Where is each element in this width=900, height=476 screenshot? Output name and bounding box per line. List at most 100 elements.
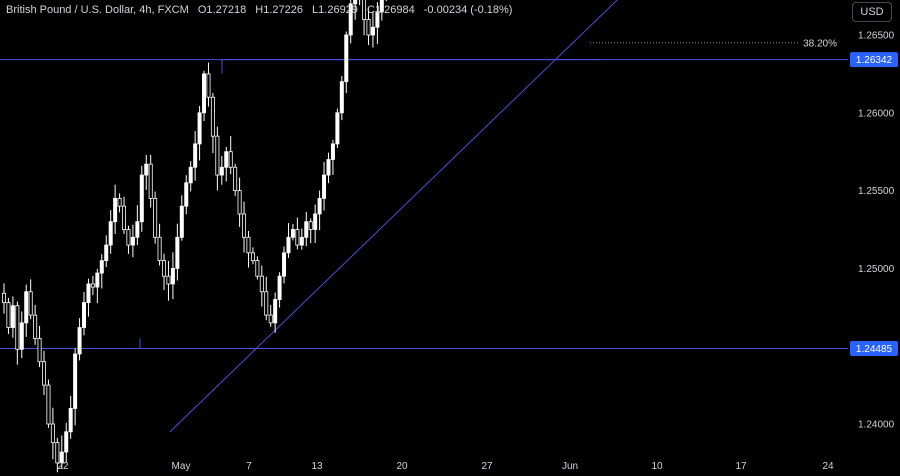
candle <box>197 105 202 161</box>
candle-body <box>6 302 11 328</box>
candle-body <box>46 384 51 425</box>
candle-body <box>193 143 198 168</box>
candle-body <box>68 408 73 433</box>
trend-line[interactable] <box>169 0 842 433</box>
candle <box>344 31 349 94</box>
candle <box>126 225 131 254</box>
candle <box>295 217 300 250</box>
candle <box>104 235 109 268</box>
time-tick-label: 17 <box>735 461 747 472</box>
time-tick-label: Jun <box>562 461 578 472</box>
candle <box>162 253 167 291</box>
candle-body <box>2 292 7 304</box>
candle-body <box>130 236 135 246</box>
candle <box>153 191 158 244</box>
candle-body <box>144 163 149 176</box>
candle-body <box>286 236 291 254</box>
candle-body <box>126 229 131 246</box>
candle-body <box>219 166 224 176</box>
level-price-label-text: 1.24485 <box>856 344 893 355</box>
candle <box>250 247 255 265</box>
candle <box>375 2 380 44</box>
candle <box>59 435 64 469</box>
candle <box>19 311 24 359</box>
candle-body <box>250 252 255 262</box>
candle <box>385 0 387 2</box>
price-axis[interactable]: 1.240001.245001.250001.255001.260001.265… <box>850 0 898 431</box>
candle <box>117 193 122 213</box>
candle <box>353 0 358 20</box>
candle-body <box>179 205 184 238</box>
candle <box>135 205 140 245</box>
candle-body <box>202 73 207 114</box>
candle-body <box>99 260 104 274</box>
candle-body <box>55 442 60 464</box>
candle-body <box>188 166 193 184</box>
candle-body <box>206 73 211 98</box>
candle <box>28 279 33 320</box>
candle-body <box>108 221 113 246</box>
high-label: H <box>255 4 264 16</box>
candle-body <box>215 135 220 176</box>
candle-body <box>339 81 344 114</box>
currency-button[interactable]: USD <box>852 2 892 22</box>
candle <box>322 161 327 211</box>
candles <box>2 0 387 473</box>
time-tick-label: 22 <box>57 461 69 472</box>
candle <box>308 218 313 244</box>
time-tick-label: 24 <box>822 461 834 472</box>
candle <box>37 325 42 368</box>
candle-body <box>117 197 122 207</box>
candle-body <box>153 197 158 238</box>
candle <box>82 291 87 336</box>
candle-body <box>42 361 47 386</box>
candle <box>188 161 193 192</box>
candle-body <box>259 275 264 293</box>
time-tick-label: 10 <box>651 461 663 472</box>
candle <box>366 7 371 46</box>
candle <box>184 175 189 215</box>
candle-body <box>313 213 318 230</box>
candle-body <box>210 96 215 137</box>
candle <box>215 126 220 191</box>
candle-body <box>242 213 247 238</box>
candle-body <box>64 431 69 453</box>
candle <box>95 268 100 304</box>
time-axis[interactable]: 22 May 7 13 20 27 Jun 10 17 24 <box>57 461 834 472</box>
symbol-title[interactable]: British Pound / U.S. Dollar, 4h, FXCM <box>6 4 189 16</box>
candle-body <box>375 11 380 28</box>
candle-body <box>335 112 340 145</box>
candle <box>277 272 282 308</box>
candle <box>362 0 367 36</box>
symbol-header: British Pound / U.S. Dollar, 4h, FXCM O1… <box>6 4 518 16</box>
candle-body <box>122 205 127 230</box>
candle <box>326 152 331 184</box>
candle <box>113 184 118 234</box>
price-tick-label: 1.24000 <box>858 420 895 431</box>
candle-body <box>166 275 171 285</box>
candle-body <box>299 236 304 246</box>
candle <box>348 0 353 44</box>
candle-body <box>170 267 175 285</box>
candle <box>144 154 149 190</box>
time-tick-label: 20 <box>396 461 408 472</box>
candle-body <box>326 159 331 176</box>
candle <box>86 278 91 317</box>
candle-body <box>73 353 78 409</box>
price-tick-label: 1.26000 <box>858 108 895 119</box>
candle <box>6 297 11 335</box>
candle-body <box>37 338 42 363</box>
change-value: -0.00234 (-0.18%) <box>423 4 513 16</box>
candle-body <box>295 229 300 246</box>
candle-body <box>224 151 229 168</box>
candle-body <box>290 229 295 238</box>
horizontal-levels <box>0 59 848 350</box>
candle <box>290 224 295 241</box>
level-price-label[interactable]: 1.26342 <box>850 52 898 68</box>
candle <box>68 395 73 439</box>
candle <box>233 163 238 196</box>
price-tick-label: 1.26500 <box>858 31 895 42</box>
level-price-label[interactable]: 1.24485 <box>850 341 898 357</box>
candle <box>10 296 15 338</box>
